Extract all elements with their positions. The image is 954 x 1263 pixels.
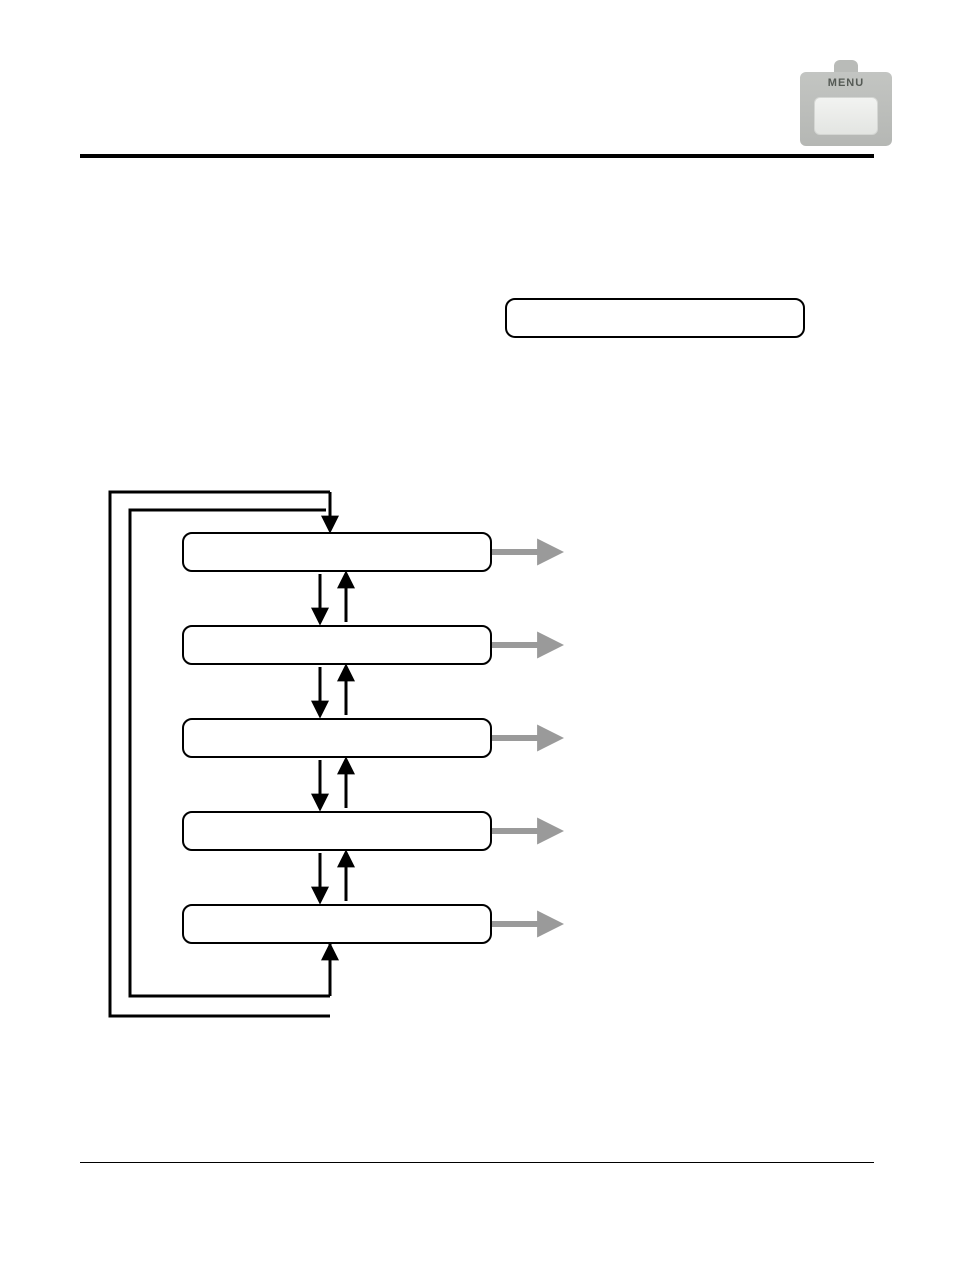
- flowchart-arrows: [80, 60, 874, 1100]
- footer-rule: [80, 1162, 874, 1163]
- page-content: MENU: [80, 60, 874, 155]
